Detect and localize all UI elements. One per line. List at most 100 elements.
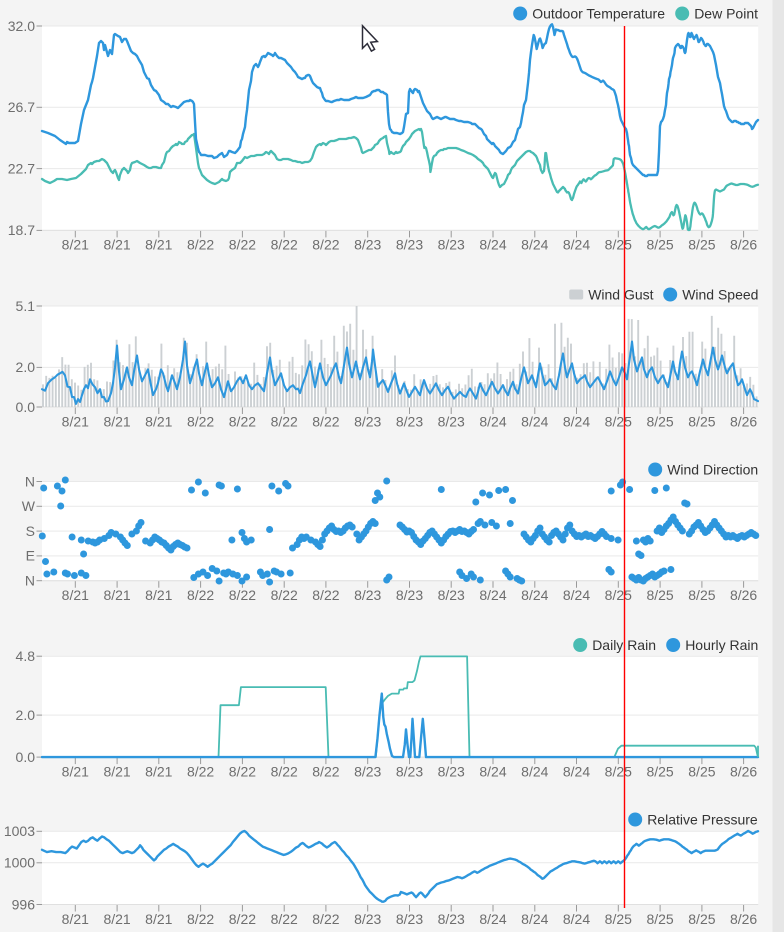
svg-text:8/25: 8/25 (605, 587, 632, 603)
svg-text:8/21: 8/21 (62, 763, 89, 779)
svg-text:8/23: 8/23 (354, 763, 381, 779)
svg-text:Outdoor Temperature: Outdoor Temperature (532, 6, 665, 22)
svg-text:8/24: 8/24 (479, 763, 506, 779)
svg-text:8/25: 8/25 (688, 413, 715, 429)
svg-text:8/25: 8/25 (605, 413, 632, 429)
svg-text:8/22: 8/22 (271, 911, 298, 927)
svg-text:1000: 1000 (4, 855, 35, 871)
svg-text:8/21: 8/21 (62, 237, 89, 253)
svg-text:8/23: 8/23 (396, 413, 423, 429)
svg-text:E: E (26, 548, 35, 564)
svg-text:8/25: 8/25 (605, 911, 632, 927)
svg-text:8/22: 8/22 (187, 237, 214, 253)
svg-text:8/23: 8/23 (438, 413, 465, 429)
svg-text:Relative Pressure: Relative Pressure (647, 812, 758, 828)
svg-text:8/21: 8/21 (145, 237, 172, 253)
svg-text:8/21: 8/21 (103, 237, 130, 253)
svg-text:8/21: 8/21 (145, 763, 172, 779)
svg-text:8/21: 8/21 (103, 413, 130, 429)
svg-text:N: N (25, 473, 35, 489)
svg-text:8/23: 8/23 (354, 911, 381, 927)
svg-text:8/25: 8/25 (646, 763, 673, 779)
svg-text:8/23: 8/23 (354, 587, 381, 603)
svg-text:8/26: 8/26 (730, 413, 757, 429)
svg-text:8/24: 8/24 (521, 763, 548, 779)
svg-text:8/26: 8/26 (730, 763, 757, 779)
svg-text:4.8: 4.8 (16, 648, 36, 664)
svg-text:8/25: 8/25 (688, 587, 715, 603)
svg-text:8/25: 8/25 (646, 413, 673, 429)
svg-text:8/24: 8/24 (563, 587, 590, 603)
svg-text:8/25: 8/25 (646, 587, 673, 603)
svg-text:5.1: 5.1 (16, 298, 36, 314)
svg-text:N: N (25, 573, 35, 589)
svg-text:Wind Direction: Wind Direction (667, 462, 758, 478)
svg-text:8/22: 8/22 (312, 911, 339, 927)
svg-text:2.0: 2.0 (16, 359, 36, 375)
svg-text:S: S (26, 523, 35, 539)
svg-text:Wind Gust: Wind Gust (588, 287, 653, 303)
svg-text:8/25: 8/25 (646, 911, 673, 927)
svg-text:8/25: 8/25 (605, 763, 632, 779)
svg-text:0.0: 0.0 (16, 749, 36, 765)
svg-text:8/24: 8/24 (563, 413, 590, 429)
svg-text:8/22: 8/22 (187, 911, 214, 927)
svg-text:8/23: 8/23 (354, 237, 381, 253)
svg-text:8/21: 8/21 (62, 587, 89, 603)
svg-text:8/24: 8/24 (479, 911, 506, 927)
svg-text:8/23: 8/23 (354, 413, 381, 429)
svg-text:8/22: 8/22 (312, 763, 339, 779)
svg-text:8/22: 8/22 (229, 763, 256, 779)
svg-text:8/24: 8/24 (563, 237, 590, 253)
svg-text:8/22: 8/22 (312, 237, 339, 253)
svg-text:8/21: 8/21 (145, 911, 172, 927)
svg-text:8/24: 8/24 (563, 911, 590, 927)
svg-text:8/23: 8/23 (438, 763, 465, 779)
svg-text:22.7: 22.7 (8, 160, 35, 176)
svg-text:8/21: 8/21 (103, 587, 130, 603)
svg-text:1003: 1003 (4, 823, 35, 839)
svg-text:8/22: 8/22 (271, 413, 298, 429)
svg-text:8/25: 8/25 (688, 237, 715, 253)
svg-text:8/22: 8/22 (229, 237, 256, 253)
svg-text:8/24: 8/24 (479, 237, 506, 253)
svg-text:8/21: 8/21 (145, 413, 172, 429)
svg-text:8/23: 8/23 (438, 237, 465, 253)
svg-text:8/23: 8/23 (396, 763, 423, 779)
svg-text:8/22: 8/22 (271, 763, 298, 779)
svg-text:8/23: 8/23 (396, 237, 423, 253)
svg-text:8/22: 8/22 (229, 413, 256, 429)
svg-text:26.7: 26.7 (8, 99, 35, 115)
svg-text:2.0: 2.0 (16, 707, 36, 723)
svg-text:8/22: 8/22 (187, 587, 214, 603)
svg-text:8/26: 8/26 (730, 587, 757, 603)
svg-text:8/26: 8/26 (730, 237, 757, 253)
svg-text:8/24: 8/24 (521, 911, 548, 927)
svg-text:8/24: 8/24 (479, 413, 506, 429)
svg-text:32.0: 32.0 (8, 18, 35, 34)
svg-text:8/22: 8/22 (312, 413, 339, 429)
svg-text:18.7: 18.7 (8, 222, 35, 238)
svg-text:8/22: 8/22 (271, 237, 298, 253)
svg-text:Hourly Rain: Hourly Rain (685, 637, 758, 653)
svg-text:8/23: 8/23 (396, 911, 423, 927)
svg-text:0.0: 0.0 (16, 399, 36, 415)
svg-text:Wind Speed: Wind Speed (682, 287, 758, 303)
svg-text:8/21: 8/21 (62, 911, 89, 927)
svg-text:8/23: 8/23 (438, 587, 465, 603)
svg-text:8/22: 8/22 (229, 911, 256, 927)
svg-text:8/25: 8/25 (605, 237, 632, 253)
svg-text:8/23: 8/23 (438, 911, 465, 927)
svg-text:8/24: 8/24 (563, 763, 590, 779)
svg-text:W: W (22, 498, 36, 514)
svg-text:8/24: 8/24 (521, 587, 548, 603)
svg-text:8/21: 8/21 (62, 413, 89, 429)
svg-text:8/26: 8/26 (730, 911, 757, 927)
svg-text:8/21: 8/21 (103, 763, 130, 779)
svg-text:8/25: 8/25 (646, 237, 673, 253)
svg-text:8/25: 8/25 (688, 763, 715, 779)
svg-text:Dew Point: Dew Point (694, 6, 758, 22)
svg-text:8/22: 8/22 (312, 587, 339, 603)
svg-text:8/22: 8/22 (187, 763, 214, 779)
svg-text:8/21: 8/21 (103, 911, 130, 927)
